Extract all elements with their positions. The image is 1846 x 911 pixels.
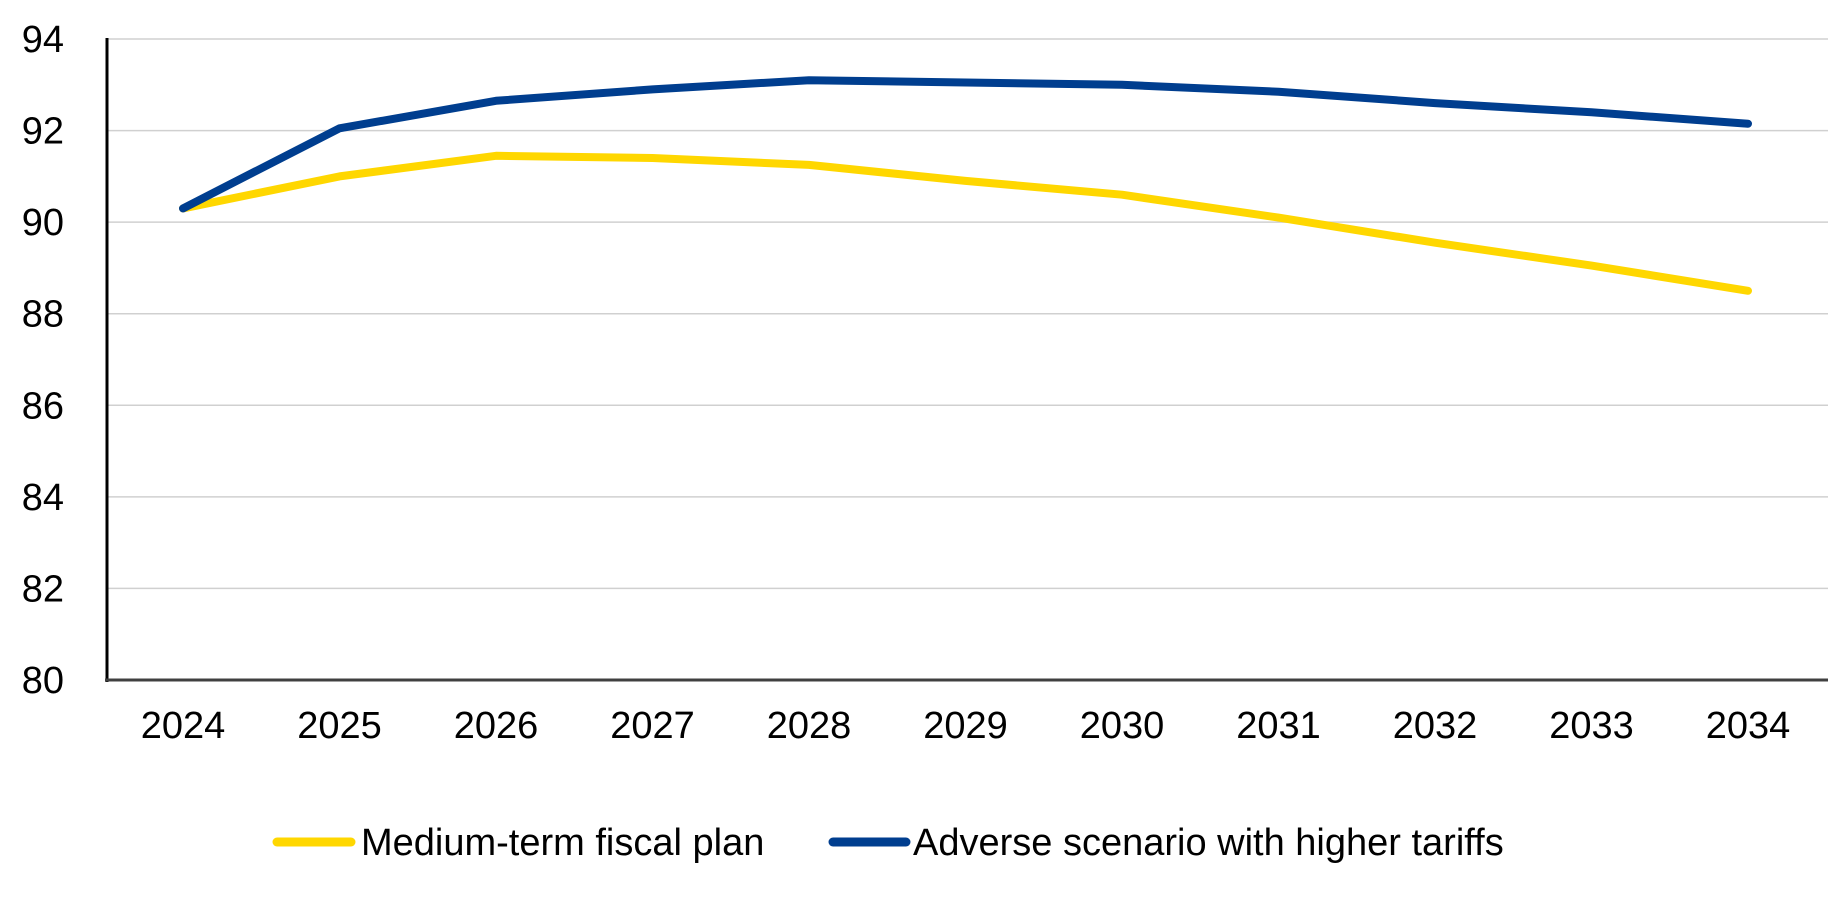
x-tick-label: 2029 [923,705,1008,747]
axes [105,38,1828,682]
y-tick-label: 82 [22,568,64,610]
y-tick-label: 86 [22,385,64,427]
y-tick-label: 90 [22,202,64,244]
x-tick-label: 2024 [141,705,226,747]
x-tick-label: 2032 [1393,705,1478,747]
x-tick-label: 2033 [1549,705,1634,747]
gridlines [107,38,1828,590]
y-tick-label: 88 [22,294,64,336]
y-tick-label: 80 [22,660,64,702]
x-tick-label: 2027 [610,705,695,747]
y-axis-tick-labels: 80 82 84 86 88 90 92 94 [22,19,64,702]
y-tick-label: 94 [22,19,64,61]
x-tick-label: 2026 [454,705,539,747]
legend: Medium-term fiscal plan Adverse scenario … [272,822,1504,864]
legend-label: Adverse scenario with higher tariffs [913,822,1504,864]
y-tick-label: 92 [22,111,64,153]
series-line-adverse-scenario [179,76,1752,213]
x-tick-label: 2031 [1236,705,1321,747]
x-tick-label: 2028 [767,705,852,747]
series-line-medium-term-fiscal-plan [179,151,1752,295]
x-axis-tick-labels: 2024 2025 2026 2027 2028 2029 2030 2031 2032 2033… [141,705,1791,747]
x-tick-label: 2034 [1706,705,1791,747]
x-tick-label: 2030 [1080,705,1165,747]
x-tick-label: 2025 [297,705,382,747]
legend-label: Medium-term fiscal plan [361,822,764,864]
series-lines [179,76,1752,295]
y-tick-label: 84 [22,477,64,519]
